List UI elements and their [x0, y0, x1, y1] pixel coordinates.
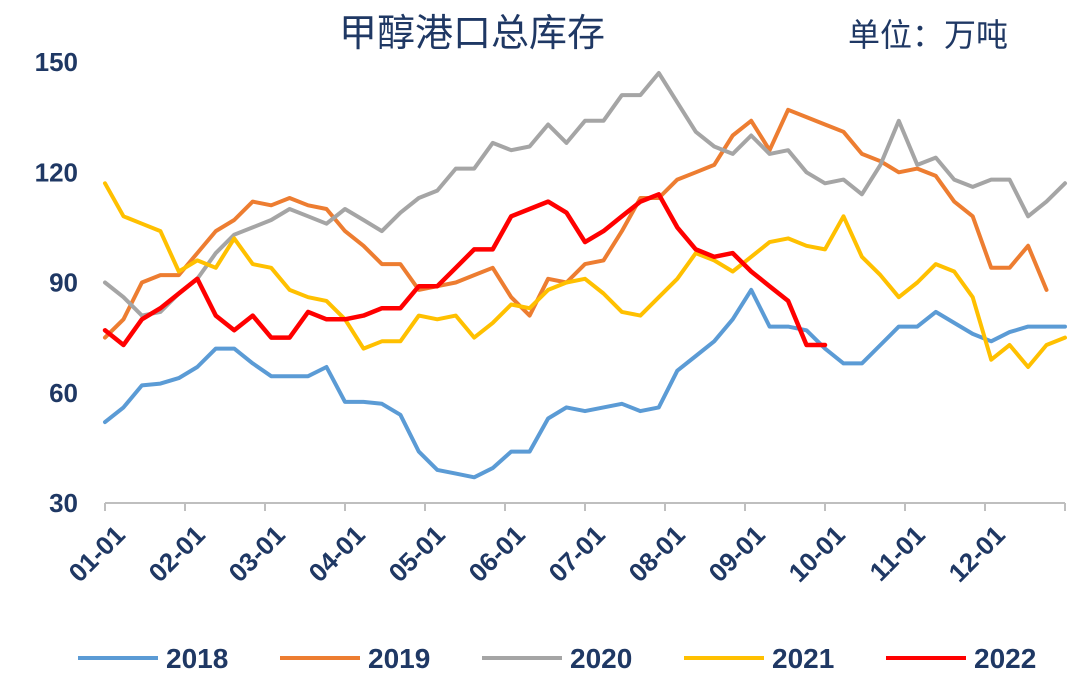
x-tick-label: 08-01	[623, 520, 691, 588]
y-tick-label: 90	[49, 268, 78, 298]
x-tick-label: 07-01	[543, 520, 611, 588]
legend-label-2018: 2018	[166, 643, 228, 674]
legend-label-2020: 2020	[570, 643, 632, 674]
series-line-2022	[102, 192, 828, 348]
y-tick-label: 30	[49, 488, 78, 518]
y-tick-label: 60	[49, 378, 78, 408]
series-line-2020	[103, 71, 1067, 318]
unit-label: 单位：万吨	[848, 16, 1008, 54]
series-line-2021	[103, 181, 1067, 369]
x-tick-label: 01-01	[63, 520, 131, 588]
x-tick-label: 02-01	[143, 520, 211, 588]
y-axis: 30 60 90 120 150	[35, 47, 78, 518]
legend-label-2021: 2021	[772, 643, 834, 674]
y-tick-label: 150	[35, 47, 78, 77]
x-tick-label: 06-01	[463, 520, 531, 588]
x-tick-label: 03-01	[223, 520, 291, 588]
x-tick-label: 05-01	[383, 520, 451, 588]
chart-title: 甲醇港口总库存	[339, 11, 605, 55]
legend: 2018 2019 2020 2021 2022	[78, 643, 1036, 674]
x-tick-label: 09-01	[703, 520, 771, 588]
plot-area	[102, 71, 1067, 480]
y-tick-label: 120	[35, 157, 78, 187]
legend-label-2019: 2019	[368, 643, 430, 674]
x-tick-label: 04-01	[303, 520, 371, 588]
legend-label-2022: 2022	[974, 643, 1036, 674]
series-line-2019	[103, 107, 1049, 340]
x-tick-label: 10-01	[783, 520, 851, 588]
x-tick-label: 12-01	[943, 520, 1011, 588]
series-line-2018	[103, 287, 1067, 480]
x-tick-label: 11-01	[864, 520, 931, 587]
x-axis: 01-01 02-01 03-01 04-01 05-01 06-01 07-01 08-01…	[63, 503, 1066, 588]
